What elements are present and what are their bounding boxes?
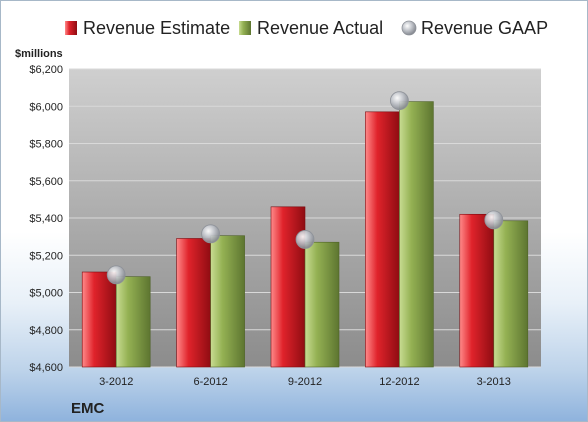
bar-revenue-actual <box>210 235 245 368</box>
y-tick-label: $4,800 <box>29 325 63 337</box>
bar-revenue-estimate <box>270 206 306 368</box>
marker-revenue-gaap <box>106 265 126 285</box>
y-tick-label: $6,000 <box>29 101 63 113</box>
bar-revenue-estimate <box>365 111 400 368</box>
legend-marker-revenue-gaap <box>401 20 417 36</box>
x-tick-label: 3-2012 <box>99 376 133 388</box>
marker-revenue-gaap <box>201 224 221 244</box>
bar-revenue-estimate <box>81 271 117 368</box>
bar-revenue-actual <box>493 220 529 368</box>
bar-revenue-actual <box>115 276 151 368</box>
y-tick-label: $5,400 <box>29 213 63 225</box>
marker-revenue-gaap <box>484 210 504 230</box>
y-tick-label: $4,600 <box>29 362 63 374</box>
y-tick-label: $5,800 <box>29 139 63 151</box>
bar-revenue-actual <box>304 241 340 368</box>
company-label: EMC <box>71 400 105 417</box>
y-tick-label: $6,200 <box>29 64 63 76</box>
legend-label-revenue-estimate: Revenue Estimate <box>83 18 230 38</box>
x-tick-label: 6-2012 <box>193 376 227 388</box>
bars <box>81 101 529 368</box>
legend-label-revenue-actual: Revenue Actual <box>257 18 383 38</box>
x-tick-label: 3-2013 <box>477 376 511 388</box>
legend-swatch-revenue-estimate <box>65 21 77 35</box>
y-axis-unit-label: $millions <box>15 48 63 60</box>
x-tick-label: 12-2012 <box>379 376 419 388</box>
y-tick-label: $5,600 <box>29 176 63 188</box>
y-tick-label: $5,200 <box>29 250 63 262</box>
marker-revenue-gaap <box>389 91 409 111</box>
bar-revenue-actual <box>399 101 434 368</box>
y-axis-ticks: $4,600 $4,800 $5,000 $5,200 $5,400 $5,600 $5,8… <box>29 64 63 374</box>
marker-revenue-gaap <box>295 230 315 249</box>
legend-swatch-revenue-actual <box>239 21 251 35</box>
x-axis-ticks: 3-2012 6-2012 9-2012 12-2012 3-2013 <box>99 376 511 388</box>
gaap-markers <box>106 91 504 285</box>
bar-revenue-estimate <box>176 238 211 368</box>
x-tick-label: 9-2012 <box>288 376 322 388</box>
y-tick-label: $5,000 <box>29 288 63 300</box>
legend-label-revenue-gaap: Revenue GAAP <box>421 18 548 38</box>
legend: Revenue Estimate Revenue Actual Revenue … <box>65 18 548 38</box>
bar-revenue-estimate <box>459 213 495 368</box>
